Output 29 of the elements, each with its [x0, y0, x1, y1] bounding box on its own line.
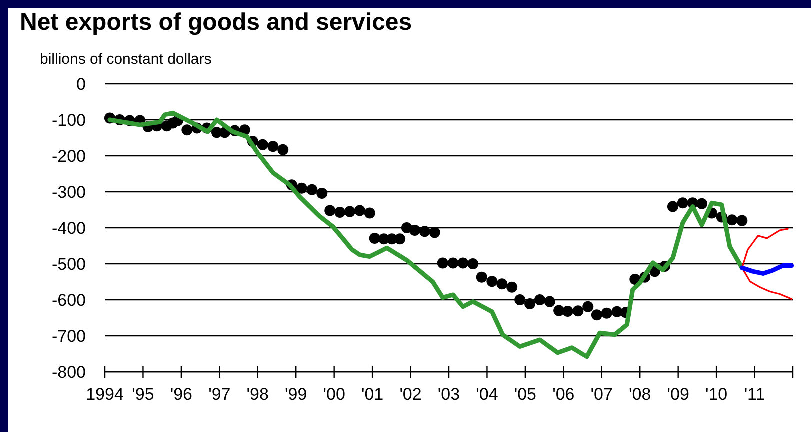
y-tick-label: -700: [52, 326, 86, 346]
y-tick-label: -100: [52, 110, 86, 130]
x-tick-label: 1994: [86, 385, 124, 404]
x-tick-label: '08: [629, 385, 652, 404]
x-tick-label: '11: [744, 385, 766, 404]
x-tick-label: '97: [208, 385, 231, 404]
x-tick-label: '98: [246, 385, 269, 404]
x-tick-label: '04: [476, 385, 498, 404]
y-tick-label: -400: [52, 218, 86, 238]
x-tick-label: '96: [170, 385, 193, 404]
x-tick-label: '03: [438, 385, 460, 404]
y-tick-label: -800: [52, 362, 86, 382]
x-tick-label: '95: [132, 385, 154, 404]
x-tick-label: '00: [323, 385, 346, 404]
x-tick-label: '07: [590, 385, 613, 404]
y-tick-label: 0: [76, 74, 86, 94]
y-tick-label: -600: [52, 290, 86, 310]
y-tick-label: -500: [52, 254, 86, 274]
x-tick-label: '10: [705, 385, 728, 404]
x-tick-label: '02: [400, 385, 422, 404]
x-tick-label: '01: [361, 385, 384, 404]
x-tick-label: '05: [514, 385, 537, 404]
y-tick-label: -200: [52, 146, 86, 166]
y-tick-label: -300: [52, 182, 86, 202]
x-tick-label: '09: [667, 385, 690, 404]
chart-title: Net exports of goods and services: [20, 9, 412, 36]
y-axis-title: billions of constant dollars: [40, 51, 212, 68]
x-tick-label: '99: [285, 385, 308, 404]
x-tick-label: '06: [552, 385, 575, 404]
